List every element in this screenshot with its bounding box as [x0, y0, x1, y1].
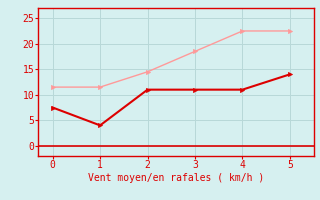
X-axis label: Vent moyen/en rafales ( km/h ): Vent moyen/en rafales ( km/h ) [88, 173, 264, 183]
